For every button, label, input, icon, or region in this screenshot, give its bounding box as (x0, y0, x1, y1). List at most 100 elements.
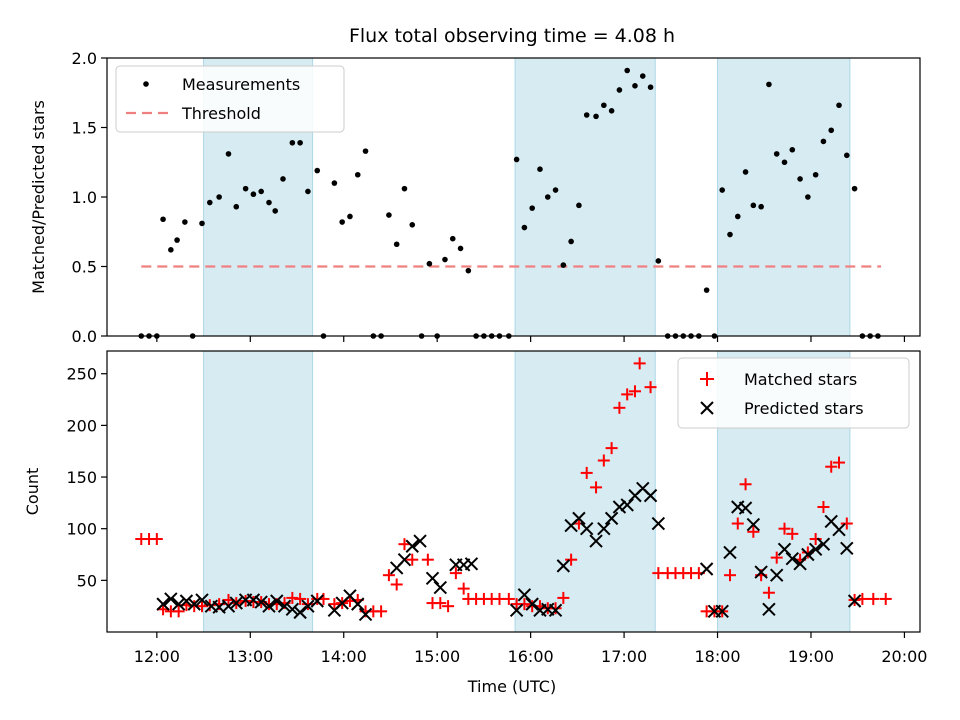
legend-matched-label: Matched stars (744, 370, 857, 389)
predicted-star-point (738, 501, 753, 515)
predicted-star-point (425, 571, 440, 585)
measurement-point (647, 84, 654, 90)
predicted-star-point (785, 551, 799, 566)
predicted-star-point (723, 545, 737, 560)
measurement-point (138, 333, 145, 339)
predicted-star-point (164, 592, 178, 606)
measurement-point (758, 203, 764, 210)
predicted-star-point (832, 523, 846, 537)
predicted-star-point (262, 599, 276, 613)
measurement-point (289, 139, 296, 146)
measurement-point (409, 222, 416, 228)
measurement-point (182, 219, 188, 225)
matched-star-point (442, 600, 455, 613)
x-tick-label: 15:00 (414, 647, 460, 666)
measurement-point (331, 180, 338, 186)
predicted-star-point (801, 547, 815, 562)
predicted-star-point (358, 607, 373, 622)
measurement-point (442, 256, 448, 263)
measurement-point (160, 216, 166, 223)
predicted-star-point (509, 603, 524, 618)
matched-star-point (747, 525, 760, 538)
matched-star-point (739, 478, 752, 491)
predicted-star-point (293, 605, 307, 620)
measurement-point (362, 148, 369, 154)
predicted-star-point (847, 594, 862, 608)
matched-star-point (731, 517, 744, 530)
measurement-point (199, 220, 205, 227)
matched-star-point (196, 600, 209, 613)
measurement-point (820, 138, 827, 145)
matched-star-point (817, 500, 830, 513)
measurement-point (773, 151, 780, 157)
measurement-point (608, 108, 615, 114)
measurement-point (789, 146, 796, 153)
matched-star-point (770, 551, 783, 564)
counts-panel: 50 100 150 200 250 12:00 13:00 14:00 15:00 16:00… (23, 350, 927, 696)
predicted-star-point (195, 593, 209, 607)
measurement-point (401, 185, 408, 192)
counts-y-axis-label: Count (23, 468, 42, 516)
matched-star-point (723, 569, 736, 582)
measurement-point (719, 187, 726, 193)
measurement-point (305, 188, 311, 195)
measurement-point (601, 102, 607, 109)
matched-star-point (565, 553, 578, 566)
measurement-point (655, 258, 662, 264)
predicted-star-point (517, 588, 532, 602)
matched-star-point (778, 522, 791, 535)
y-tick-label: 0.0 (72, 327, 97, 346)
measurement-point (354, 171, 361, 178)
predicted-star-point (612, 500, 627, 514)
matched-star-point (879, 592, 892, 605)
measurement-point (529, 205, 535, 211)
predicted-star-point (413, 534, 427, 548)
predicted-star-point (816, 537, 831, 551)
matched-star-point (518, 598, 531, 611)
measurement-point (664, 333, 671, 339)
measurement-point (727, 231, 733, 238)
measurement-point (544, 194, 551, 200)
measurement-points (138, 67, 881, 339)
measurement-point (639, 73, 646, 79)
measurement-point (174, 237, 180, 243)
matched-star-point (150, 533, 163, 546)
matched-star-point (580, 466, 593, 479)
measurement-point (568, 238, 574, 245)
matched-star-point (633, 357, 646, 370)
measurement-point (688, 333, 694, 339)
measurement-point (805, 194, 811, 200)
counts-legend: Matched stars Predicted stars (677, 357, 910, 429)
counts-y-axis: 50 100 150 200 250 (66, 365, 107, 590)
measurement-point (742, 169, 749, 175)
predicted-star-point (464, 557, 479, 571)
observing-interval-2 (514, 57, 656, 337)
predicted-star-point (187, 597, 201, 611)
predicted-star-point (572, 511, 586, 526)
predicted-star-point (525, 597, 539, 611)
measurement-point (272, 208, 279, 214)
measurement-point (233, 203, 240, 210)
matched-star-point (406, 553, 419, 566)
measurement-point (576, 202, 582, 209)
matched-star-point (172, 605, 185, 618)
x-axis-label: Time (UTC) (467, 677, 556, 696)
measurement-point (616, 87, 623, 93)
y-tick-label: 150 (66, 468, 97, 487)
predicted-star-point (351, 597, 365, 611)
measurement-point (449, 235, 456, 242)
measurement-point (593, 113, 599, 120)
matched-star-point (398, 538, 411, 551)
measurement-point (851, 185, 858, 192)
legend-threshold-label: Threshold (181, 104, 261, 123)
measurement-point (560, 262, 567, 268)
matched-star-point (762, 586, 775, 599)
y-tick-label: 100 (66, 520, 97, 539)
matched-star-point (786, 527, 799, 540)
measurement-point (632, 83, 638, 89)
measurement-point (378, 333, 384, 339)
measurement-point (828, 127, 835, 134)
measurement-point (465, 267, 472, 274)
measurement-point (867, 333, 873, 339)
measurement-point (320, 333, 327, 339)
